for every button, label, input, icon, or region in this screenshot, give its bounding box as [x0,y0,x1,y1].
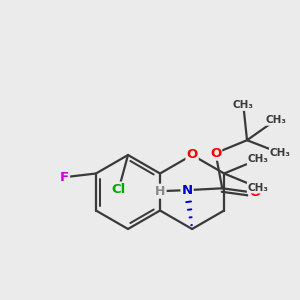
Text: CH₃: CH₃ [248,154,269,164]
Text: Cl: Cl [112,182,126,196]
Text: F: F [60,171,69,184]
Text: O: O [187,148,198,161]
Text: CH₃: CH₃ [233,100,254,110]
Text: O: O [210,147,221,160]
Text: O: O [249,186,260,199]
Text: CH₃: CH₃ [266,115,286,125]
Text: CH₃: CH₃ [270,148,291,158]
Text: N: N [182,184,193,197]
Text: H: H [155,184,166,198]
Text: CH₃: CH₃ [248,183,269,193]
